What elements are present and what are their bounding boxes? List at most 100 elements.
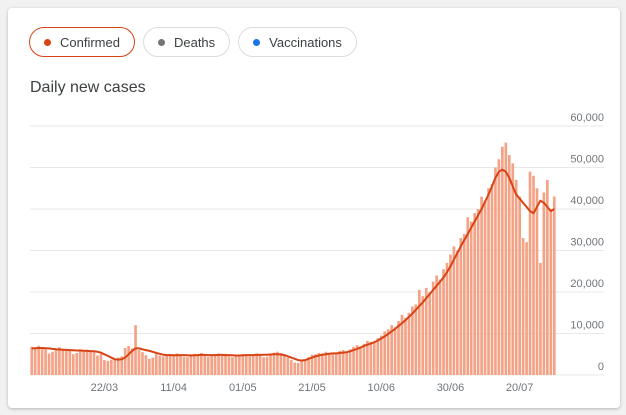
bar: [92, 352, 96, 375]
bar: [68, 350, 72, 375]
bar: [456, 250, 459, 375]
tab-label: Confirmed: [60, 34, 120, 50]
bar: [286, 357, 290, 375]
bar: [130, 348, 134, 375]
bar: [175, 353, 179, 375]
bar: [196, 354, 200, 375]
bar: [407, 312, 411, 375]
bar: [30, 346, 34, 375]
bar: [279, 353, 283, 375]
bar: [321, 353, 324, 375]
x-tick-label: 01/05: [229, 382, 257, 394]
bar: [89, 350, 92, 375]
bar: [283, 355, 286, 375]
bar: [521, 238, 525, 375]
bar: [341, 350, 345, 375]
bar: [241, 354, 245, 375]
chart-title: Daily new cases: [30, 79, 146, 96]
bar: [186, 357, 189, 375]
bar: [445, 262, 449, 375]
bar: [44, 349, 47, 375]
bar: [307, 357, 310, 375]
bar: [217, 353, 220, 375]
bar: [435, 275, 438, 375]
bar: [386, 329, 390, 375]
bar: [127, 345, 130, 375]
bar: [265, 356, 269, 375]
y-tick-label: 30,000: [570, 236, 604, 248]
bar: [193, 353, 196, 375]
bar: [238, 354, 241, 375]
bar: [103, 360, 106, 375]
bar: [258, 355, 262, 375]
bar: [449, 254, 452, 375]
tab-dot: [253, 38, 261, 46]
average-line: [31, 168, 555, 362]
bar: [203, 355, 207, 375]
bar: [428, 292, 432, 375]
bar: [473, 213, 477, 375]
bar: [539, 262, 542, 375]
bar: [303, 359, 307, 375]
bar: [165, 355, 169, 375]
bar: [199, 353, 203, 375]
bar: [511, 163, 515, 375]
bar: [269, 353, 272, 375]
bar: [161, 356, 165, 375]
bar: [65, 349, 68, 375]
tab-dot: [157, 38, 165, 46]
bar: [362, 343, 366, 375]
bar: [40, 347, 44, 375]
y-tick-label: 40,000: [570, 195, 604, 207]
bar: [99, 353, 103, 375]
y-tick-label: 50,000: [570, 153, 604, 165]
tab[interactable]: Vaccinations: [238, 27, 357, 57]
bar: [234, 355, 238, 375]
bar: [546, 179, 549, 375]
bar: [120, 356, 124, 375]
bar: [414, 304, 418, 375]
bar: [348, 349, 352, 375]
bar: [404, 317, 407, 375]
bar: [328, 353, 331, 375]
bar: [314, 354, 317, 375]
bar: [116, 357, 120, 375]
bar: [338, 350, 342, 375]
tab-label: Deaths: [173, 34, 216, 50]
bar: [244, 355, 248, 375]
bar: [213, 354, 217, 375]
bar: [504, 142, 508, 375]
tab[interactable]: Confirmed: [29, 27, 135, 57]
bar: [168, 354, 172, 375]
bar: [383, 331, 387, 375]
bar: [359, 346, 362, 375]
x-tick-label: 11/04: [160, 382, 187, 394]
y-tick-label: 60,000: [570, 112, 604, 124]
bar: [542, 192, 546, 375]
bar: [494, 167, 497, 375]
bar: [528, 171, 532, 375]
bar: [78, 349, 82, 375]
bar: [220, 355, 224, 375]
bar: [75, 353, 79, 375]
tab[interactable]: Deaths: [142, 27, 231, 57]
bar: [424, 287, 428, 375]
bar: [231, 357, 234, 375]
bar: [355, 345, 359, 375]
bar: [397, 321, 400, 375]
tab-label: Vaccinations: [269, 34, 342, 50]
bar: [317, 353, 321, 375]
bar: [324, 351, 328, 375]
bar: [58, 347, 61, 375]
bar: [206, 356, 210, 375]
x-tick-label: 22/03: [91, 382, 119, 394]
bar: [262, 357, 265, 375]
bar: [82, 350, 85, 375]
bar: [296, 362, 300, 375]
bar: [497, 159, 501, 375]
bar: [151, 357, 155, 375]
bar: [442, 269, 445, 375]
bar: [507, 155, 511, 375]
bar: [417, 289, 421, 375]
